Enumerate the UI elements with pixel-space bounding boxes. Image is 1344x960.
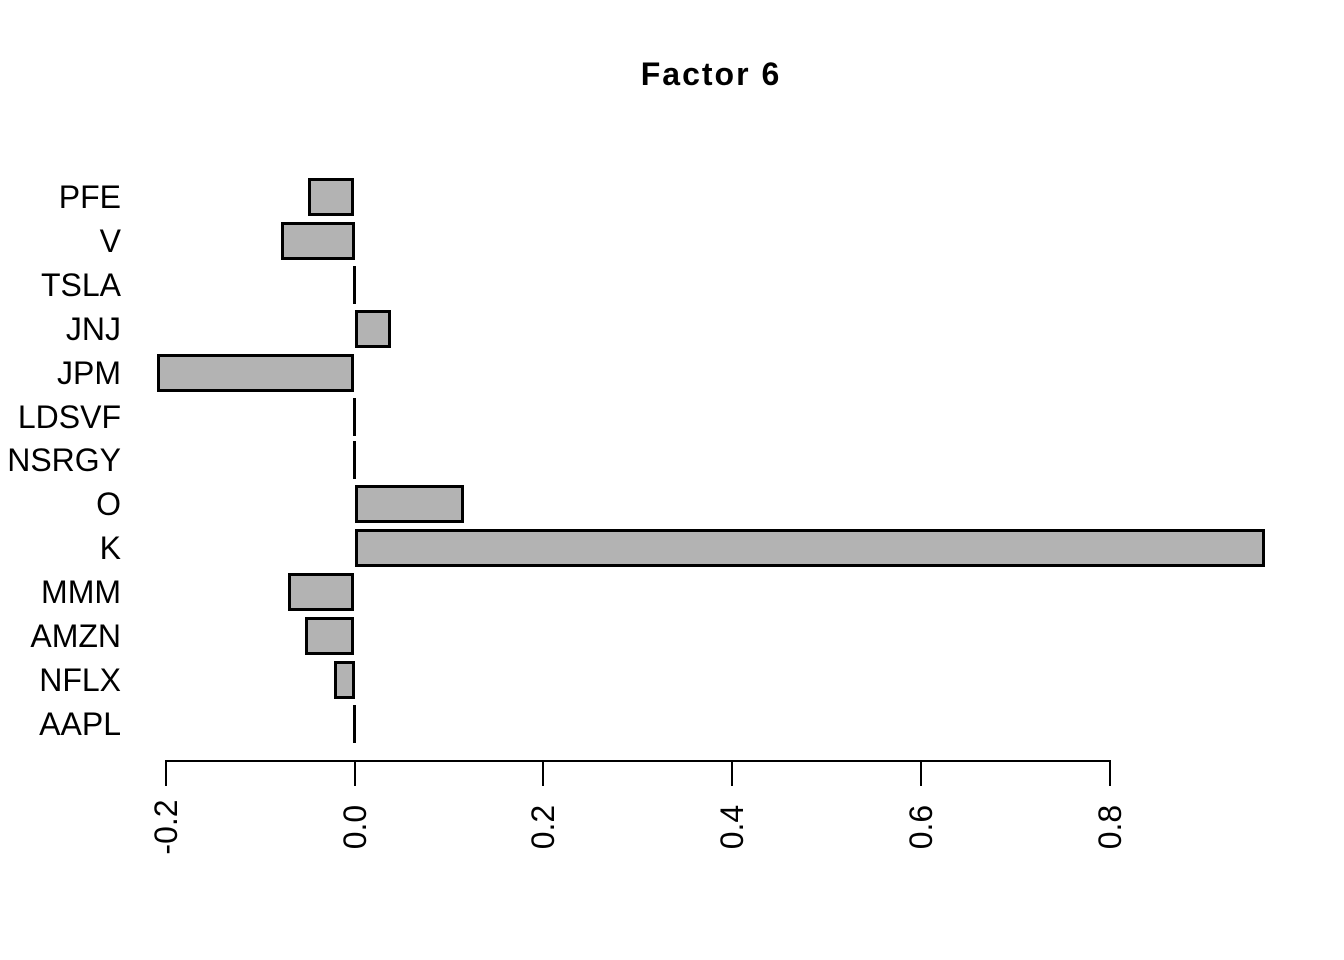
x-axis-tick xyxy=(165,760,167,786)
category-label-nflx: NFLX xyxy=(39,662,121,698)
bar-k xyxy=(355,529,1265,567)
x-axis-tick xyxy=(1109,760,1111,786)
category-label-mmm: MMM xyxy=(41,574,121,610)
category-label-amzn: AMZN xyxy=(30,618,121,654)
x-axis-tick-label: 0.0 xyxy=(337,804,373,850)
category-label-jpm: JPM xyxy=(57,355,121,391)
category-label-jnj: JNJ xyxy=(65,311,121,347)
category-label-nsrgy: NSRGY xyxy=(7,442,121,478)
bar-aapl-zero xyxy=(353,705,356,743)
bar-jpm xyxy=(157,354,354,392)
chart-title: Factor 6 xyxy=(640,56,782,92)
x-axis-tick xyxy=(542,760,544,786)
bar-v xyxy=(281,222,355,260)
bar-amzn xyxy=(305,617,354,655)
x-axis-tick-label: 0.6 xyxy=(903,804,939,850)
bar-o xyxy=(355,485,464,523)
category-label-o: O xyxy=(96,486,121,522)
category-label-aapl: AAPL xyxy=(39,706,121,742)
x-axis-tick xyxy=(920,760,922,786)
x-axis-tick-label: 0.2 xyxy=(525,804,561,850)
bar-nflx xyxy=(334,661,355,699)
x-axis-tick-label: 0.8 xyxy=(1092,804,1128,850)
bar-pfe xyxy=(308,178,354,216)
bar-mmm xyxy=(288,573,354,611)
category-label-v: V xyxy=(99,223,121,259)
category-label-pfe: PFE xyxy=(58,179,121,215)
category-label-k: K xyxy=(99,530,121,566)
category-label-ldsvf: LDSVF xyxy=(17,399,121,435)
bar-tsla-zero xyxy=(353,266,356,304)
bar-ldsvf-zero xyxy=(353,398,356,436)
x-axis-tick xyxy=(354,760,356,786)
x-axis-tick-label: 0.4 xyxy=(714,804,750,850)
x-axis-line xyxy=(165,760,1111,762)
bar-jnj xyxy=(355,310,391,348)
bar-nsrgy-zero xyxy=(353,441,356,479)
x-axis-tick xyxy=(731,760,733,786)
category-label-tsla: TSLA xyxy=(40,267,121,303)
x-axis-tick-label: -0.2 xyxy=(148,799,184,855)
